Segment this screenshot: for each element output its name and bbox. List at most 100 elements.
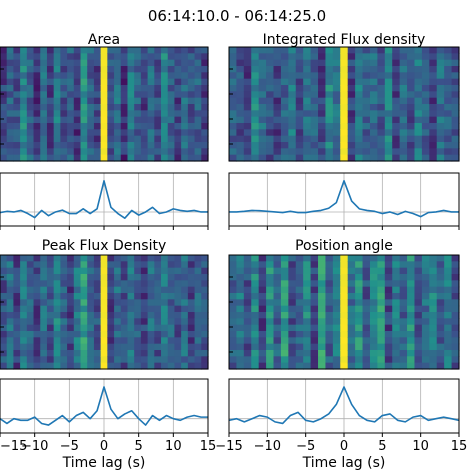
heatmap-cell bbox=[451, 350, 460, 357]
heatmap-cell bbox=[13, 53, 21, 61]
heatmap-cell bbox=[114, 331, 122, 338]
heatmap-cell bbox=[377, 312, 386, 319]
heatmap-cell bbox=[258, 337, 267, 345]
heatmap-cell bbox=[243, 255, 252, 262]
heatmap-cell bbox=[127, 91, 135, 99]
heatmap-cell bbox=[13, 312, 21, 319]
heatmap-cell bbox=[0, 255, 8, 262]
heatmap-cell bbox=[369, 280, 378, 288]
heatmap-cell bbox=[236, 129, 245, 137]
heatmap-cell bbox=[414, 280, 423, 288]
heatmap-cell bbox=[303, 350, 312, 357]
heatmap-cell bbox=[181, 318, 189, 326]
heatmap-cell bbox=[303, 318, 312, 326]
heatmap-cell bbox=[295, 343, 304, 351]
heatmap-cell bbox=[120, 116, 129, 124]
heatmap-cell bbox=[362, 116, 371, 124]
heatmap-cell bbox=[100, 129, 108, 137]
heatmap-cell bbox=[436, 47, 445, 54]
heatmap-cell bbox=[80, 142, 88, 149]
heatmap-cell bbox=[399, 154, 408, 162]
heatmap-cell bbox=[229, 362, 238, 370]
heatmap-cell bbox=[355, 293, 364, 300]
heatmap-cell bbox=[444, 59, 453, 67]
heatmap-cell bbox=[33, 318, 41, 326]
heatmap-cell bbox=[53, 286, 61, 294]
heatmap-cell bbox=[236, 78, 245, 86]
heatmap-cell bbox=[73, 135, 82, 143]
heatmap-cell bbox=[67, 274, 75, 281]
heatmap-cell bbox=[414, 356, 423, 364]
heatmap-cell bbox=[332, 91, 341, 99]
heatmap-cell bbox=[303, 129, 312, 137]
heatmap-cell bbox=[114, 267, 122, 275]
heatmap-cell bbox=[258, 123, 267, 130]
heatmap-cell bbox=[87, 154, 95, 162]
heatmap-cell bbox=[53, 78, 61, 86]
heatmap-cell bbox=[310, 356, 319, 364]
heatmap-cell bbox=[384, 47, 393, 54]
heatmap-cell bbox=[303, 78, 312, 86]
heatmap-cell bbox=[266, 97, 275, 105]
heatmap-cell bbox=[0, 59, 8, 67]
heatmap bbox=[229, 47, 460, 162]
heatmap-cell bbox=[40, 59, 48, 67]
heatmap-cell bbox=[120, 154, 129, 162]
heatmap-cell bbox=[251, 97, 260, 105]
heatmap-cell bbox=[154, 337, 162, 345]
heatmap-cell bbox=[451, 154, 460, 162]
heatmap-cell bbox=[53, 350, 61, 357]
heatmap-cell bbox=[451, 123, 460, 130]
heatmap-cell bbox=[229, 66, 238, 73]
heatmap-cell bbox=[384, 110, 393, 118]
heatmap-cell bbox=[243, 337, 252, 345]
heatmap-cell bbox=[120, 299, 129, 307]
heatmap-cell bbox=[181, 47, 189, 54]
heatmap-cell bbox=[40, 318, 48, 326]
heatmap-cell bbox=[280, 116, 289, 124]
heatmap-cell bbox=[167, 72, 176, 80]
heatmap-cell bbox=[53, 362, 61, 370]
heatmap-cell bbox=[201, 337, 209, 345]
heatmap-cell bbox=[174, 85, 182, 92]
heatmap-cell bbox=[414, 299, 423, 307]
heatmap-cell bbox=[384, 274, 393, 281]
heatmap-cell bbox=[451, 255, 460, 262]
heatmap-cell bbox=[429, 104, 438, 111]
heatmap-cell bbox=[120, 261, 129, 269]
heatmap-cell bbox=[436, 78, 445, 86]
heatmap-cell bbox=[369, 305, 378, 313]
heatmap-cell bbox=[67, 255, 75, 262]
heatmap-cell bbox=[80, 337, 88, 345]
heatmap-cell bbox=[20, 299, 28, 307]
heatmap-cell bbox=[444, 331, 453, 338]
heatmap-cell bbox=[414, 324, 423, 332]
heatmap-cell bbox=[187, 312, 196, 319]
heatmap-cell bbox=[421, 110, 430, 118]
heatmap-cell bbox=[46, 356, 55, 364]
heatmap-cell bbox=[451, 78, 460, 86]
heatmap-cell bbox=[310, 47, 319, 54]
heatmap-cell bbox=[384, 280, 393, 288]
heatmap-cell bbox=[399, 53, 408, 61]
heatmap-cell bbox=[13, 324, 21, 332]
heatmap-cell bbox=[40, 362, 48, 370]
heatmap-cell bbox=[295, 337, 304, 345]
heatmap-cell bbox=[201, 97, 209, 105]
heatmap-cell bbox=[60, 312, 68, 319]
heatmap-cell bbox=[273, 110, 282, 118]
heatmap-cell bbox=[325, 66, 334, 73]
heatmap-cell bbox=[187, 59, 196, 67]
heatmap-cell bbox=[332, 312, 341, 319]
heatmap-cell bbox=[134, 116, 142, 124]
heatmap-cell bbox=[340, 72, 349, 80]
heatmap-cell bbox=[229, 91, 238, 99]
heatmap-cell bbox=[73, 255, 82, 262]
heatmap-cell bbox=[399, 318, 408, 326]
heatmap-cell bbox=[147, 116, 155, 124]
heatmap-cell bbox=[194, 85, 202, 92]
heatmap-cell bbox=[181, 123, 189, 130]
heatmap-cell bbox=[229, 318, 238, 326]
heatmap-cell bbox=[303, 135, 312, 143]
heatmap-cell bbox=[87, 350, 95, 357]
